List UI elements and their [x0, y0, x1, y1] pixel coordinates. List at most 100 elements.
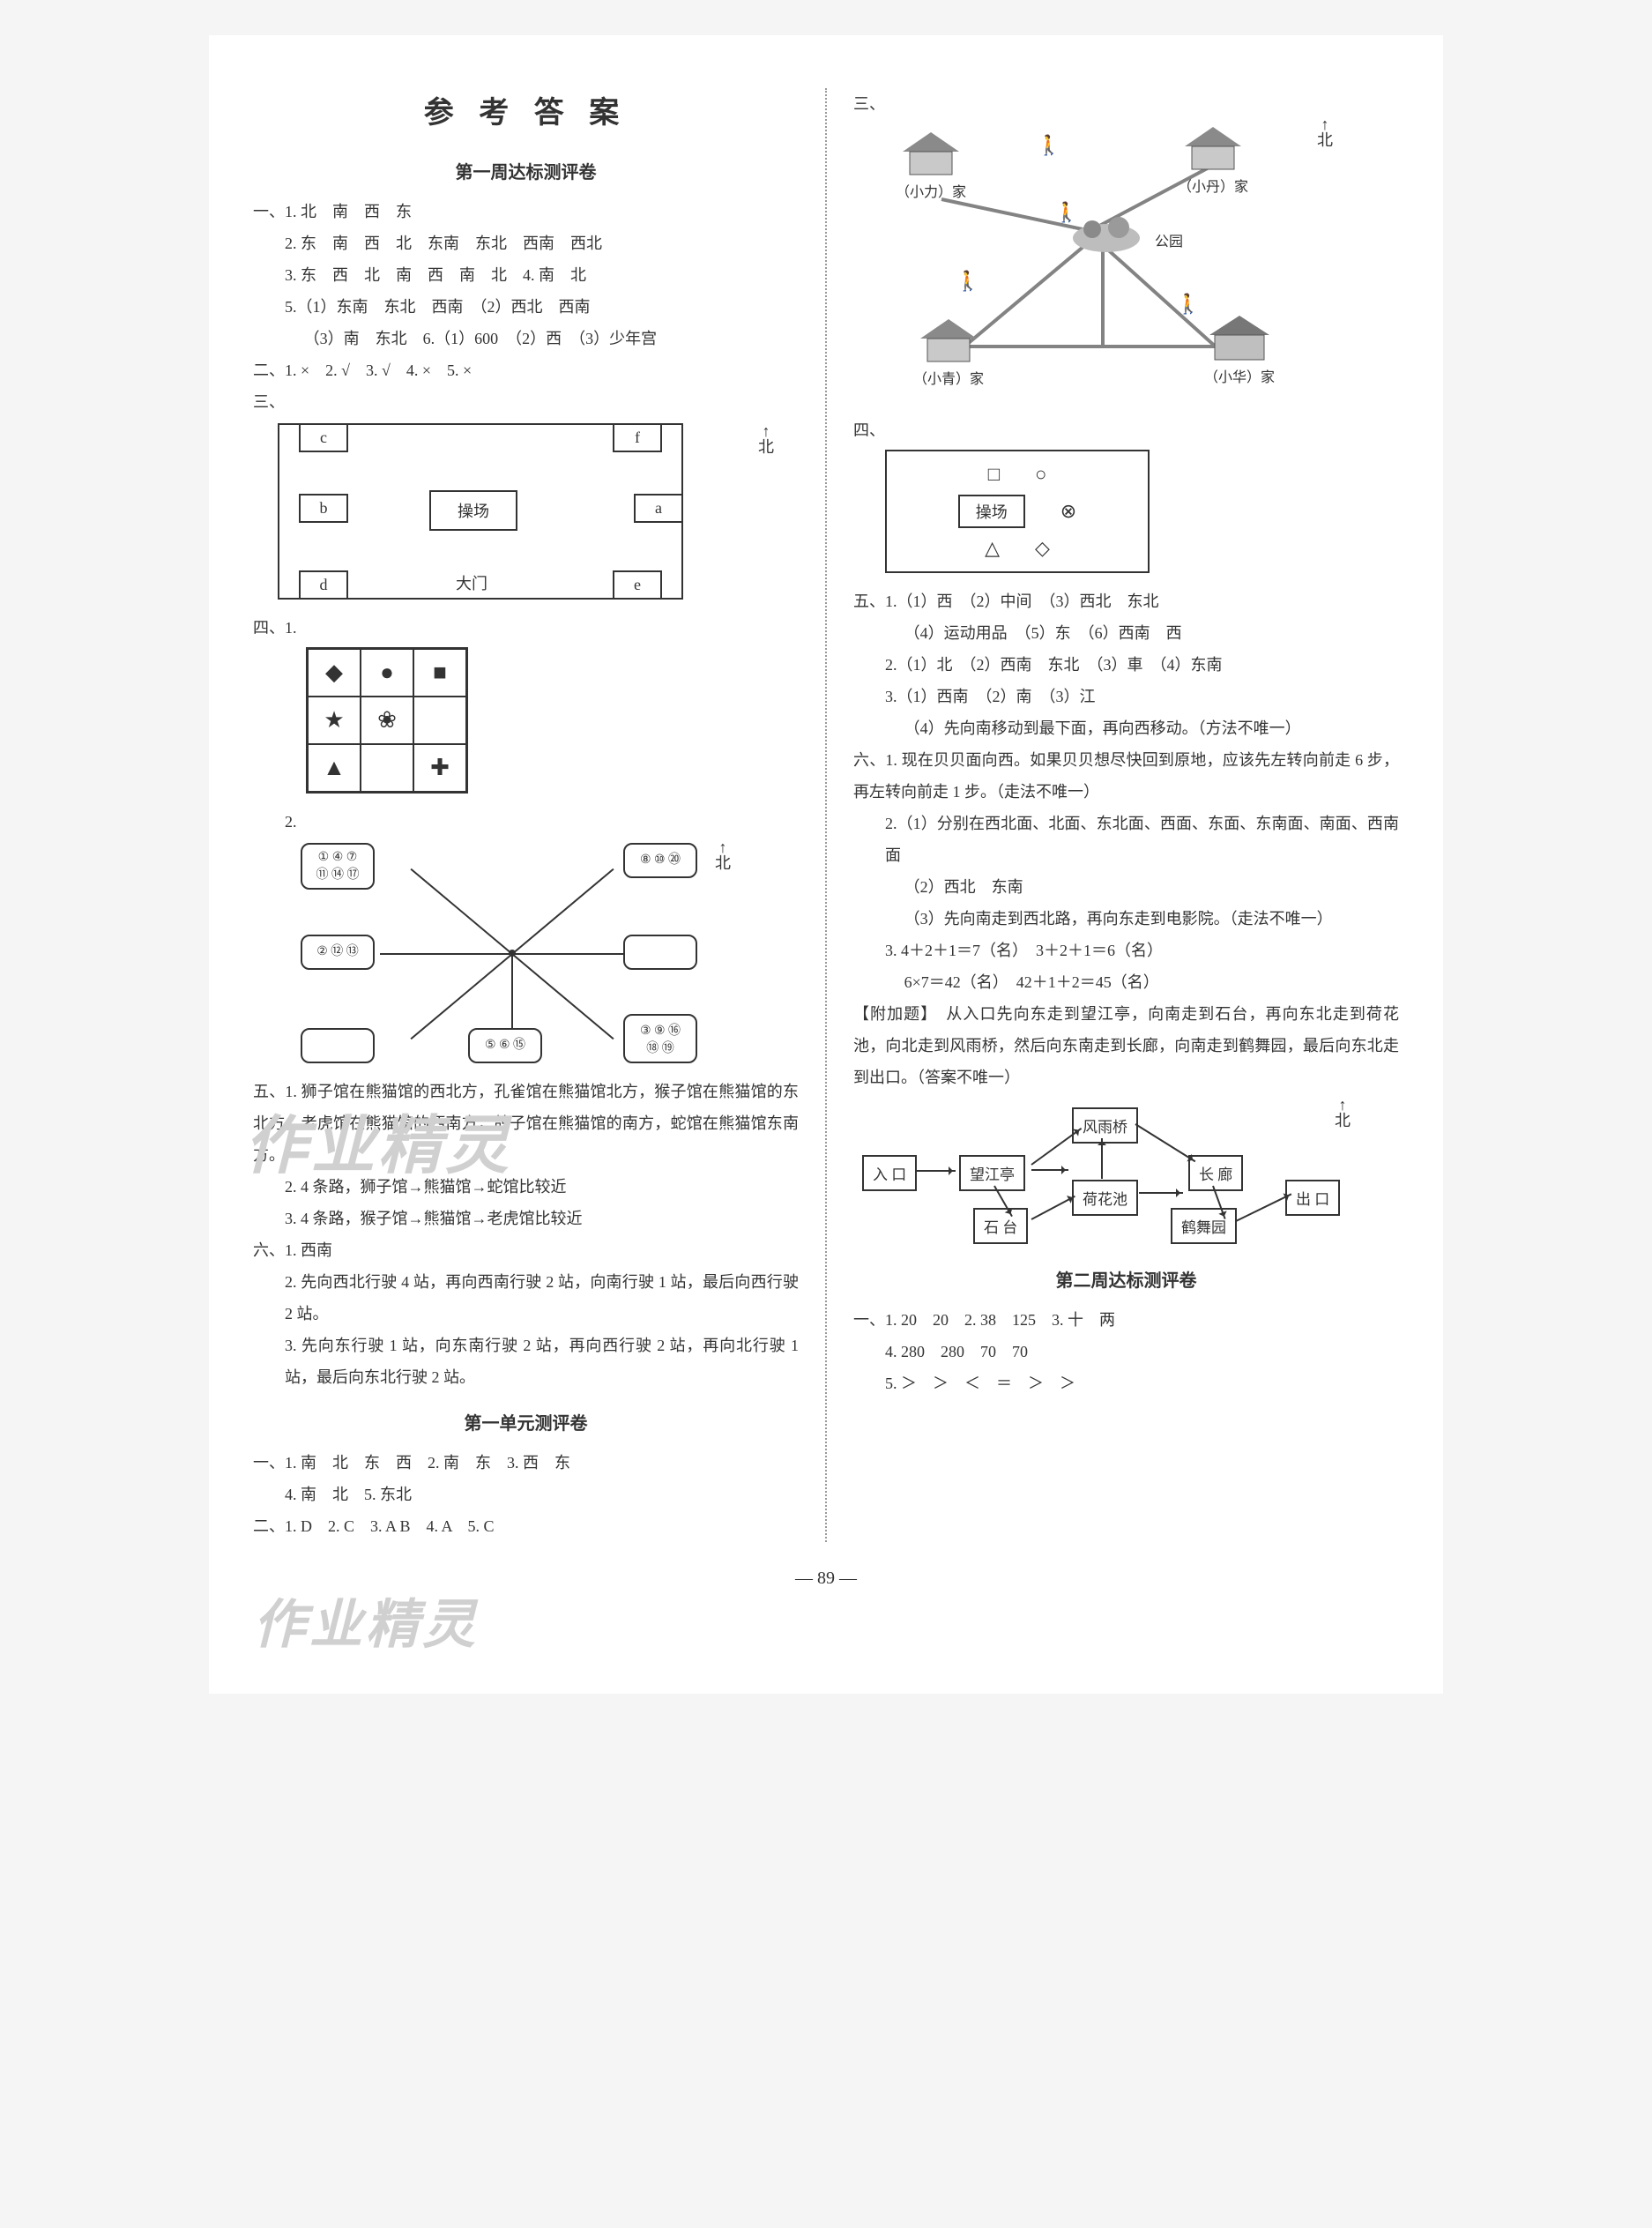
flow-arrow: [1236, 1193, 1292, 1221]
grid-cell: ●: [361, 649, 413, 697]
house-map: ↑ 北 （小力）家 🚶 （小丹）家 🚶: [878, 120, 1336, 402]
r-6-1: 六、1. 现在贝贝面向西。如果贝贝想尽快回到原地，应该先左转向前走 6 步，再左…: [853, 744, 1399, 808]
subtitle-unit1: 第一单元测评卷: [253, 1409, 799, 1434]
grid-cell: ❀: [361, 697, 413, 744]
star-line: [511, 953, 614, 1039]
north-indicator-1: ↑ 北: [689, 423, 843, 455]
ans-2: 二、1. × 2. √ 3. √ 4. × 5. ×: [253, 354, 799, 386]
section-4-2-label: 2.: [253, 806, 799, 838]
house-label: （小青）家: [913, 372, 984, 387]
r-5-2: 2.（1）北 （2）西南 东北 （3）車 （4）东南: [853, 649, 1399, 681]
north-arrow-icon: ↑: [763, 423, 770, 439]
box-f: f: [613, 423, 662, 452]
north-text-2: 北: [715, 855, 731, 871]
u1-2: 二、1. D 2. C 3. A B 4. A 5. C: [253, 1510, 799, 1542]
north-indicator-3: ↑ 北: [1317, 116, 1333, 148]
north-indicator-2: ↑ 北: [715, 839, 731, 871]
ans-5-3: 3. 4 条路，猴子馆→熊猫馆→老虎馆比较近: [253, 1203, 799, 1234]
box-a: a: [634, 494, 683, 523]
park-icon: [1070, 212, 1142, 254]
w2-1b: 4. 280 280 70 70: [853, 1336, 1399, 1367]
r-section-3-label: 三、: [853, 88, 1399, 120]
grid-cell: [361, 744, 413, 792]
r-5-3b: （4）先向南移动到最下面，再向西移动。（方法不唯一）: [853, 712, 1399, 744]
house-label: （小力）家: [896, 185, 966, 200]
subtitle-week1: 第一周达标测评卷: [253, 158, 799, 183]
caochang-center: 操场: [958, 495, 1025, 528]
park-label: 公园: [1155, 229, 1183, 250]
main-title: 参 考 答 案: [253, 88, 799, 131]
grid-cell: ★: [308, 697, 361, 744]
grid-cell: ▲: [308, 744, 361, 792]
playground-center: 操场: [429, 490, 517, 531]
grid-cell: ◆: [308, 649, 361, 697]
flow-arrow: [1031, 1169, 1068, 1171]
star-box-sw: [301, 1028, 375, 1063]
flowchart: ↑ 北 入 口 望江亭 风雨桥 长 廊 石 台 荷花池 鹤舞园 出 口: [862, 1100, 1356, 1250]
grid-cell: ■: [413, 649, 466, 697]
flow-arrow: [1139, 1192, 1183, 1194]
r-section-4-label: 四、: [853, 414, 1399, 446]
ans-5-1: 五、1. 狮子馆在熊猫馆的西北方，孔雀馆在熊猫馆北方，猴子馆在熊猫馆的东北方，老…: [253, 1076, 799, 1171]
flow-arrow: [1135, 1123, 1195, 1162]
star-box-e: [623, 935, 697, 970]
ans-1-2: 2. 东 南 西 北 东南 东北 西南 西北: [253, 227, 799, 259]
house-park: 公园: [1070, 212, 1142, 256]
star-line: [410, 953, 512, 1039]
flow-arrow: [1101, 1138, 1103, 1179]
flow-arrow: [917, 1170, 956, 1172]
house-label: （小华）家: [1204, 370, 1275, 385]
north-text-4: 北: [1335, 1113, 1351, 1129]
house-icon: [1181, 123, 1245, 173]
north-indicator-4: ↑ 北: [1335, 1097, 1351, 1129]
star-box-ne: ⑧ ⑩ ⑳: [623, 843, 697, 878]
gate-label: 大门: [456, 571, 487, 594]
house-icon: [1206, 312, 1273, 363]
diamond-icon: ◇: [1035, 537, 1050, 560]
north-arrow-icon: ↑: [1339, 1097, 1347, 1113]
star-box-se: ③ ⑨ ⑯ ⑱ ⑲: [623, 1014, 697, 1063]
star-line: [380, 953, 512, 955]
star-line: [410, 868, 512, 955]
house-xq: （小青）家: [913, 316, 984, 388]
box-b: b: [299, 494, 348, 523]
r-6-3: 3. 4＋2＋1＝7（名） 3＋2＋1＝6（名）: [853, 935, 1399, 966]
star-box-s: ⑤ ⑥ ⑮: [468, 1028, 542, 1063]
node-st: 石 台: [973, 1208, 1028, 1244]
crossed-circle-icon: ⊗: [1060, 500, 1076, 523]
u1-1: 一、1. 南 北 东 西 2. 南 东 3. 西 东: [253, 1447, 799, 1479]
circle-icon: ○: [1035, 463, 1046, 486]
ans-1-5b: （3）南 东北 6.（1）600 （2）西 （3）少年宫: [253, 323, 799, 354]
flow-arrow: [1031, 1196, 1075, 1220]
flow-arrow: [1031, 1128, 1082, 1166]
house-label: （小丹）家: [1178, 180, 1248, 195]
star-box-nw: ① ④ ⑦ ⑪ ⑭ ⑰: [301, 843, 375, 890]
watermark-2: 作业精灵: [253, 1596, 479, 1654]
r-5-1: 五、1.（1）西 （2）中间 （3）西北 东北: [853, 585, 1399, 617]
section-3-label: 三、: [253, 386, 799, 418]
person-icon: 🚶: [1037, 134, 1060, 157]
box-c: c: [299, 423, 348, 452]
north-arrow-icon: ↑: [1321, 116, 1329, 132]
person-icon: 🚶: [1176, 293, 1200, 316]
map-line: [964, 345, 1238, 348]
house-xh: （小华）家: [1204, 312, 1275, 386]
person-icon: 🚶: [956, 270, 979, 293]
box-e: e: [613, 570, 662, 600]
ans-6-3: 3. 先向东行驶 1 站，向东南行驶 2 站，再向西行驶 2 站，再向北行驶 1…: [253, 1330, 799, 1393]
ans-1-5: 5.（1）东南 东北 西南 （2）西北 西南: [253, 291, 799, 323]
r-6-3b: 6×7＝42（名） 42＋1＋2＝45（名）: [853, 966, 1399, 998]
r-6-2b: （2）西北 东南: [853, 871, 1399, 903]
grid-cell: [413, 697, 466, 744]
w2-1c: 5. ＞ ＞ ＜ ＝ ＞ ＞: [853, 1367, 1399, 1399]
section-4-1-label: 四、1.: [253, 612, 799, 644]
node-hhc: 荷花池: [1072, 1180, 1138, 1216]
playground-diagram: c f b a d e 操场 大门: [278, 423, 683, 600]
ans-6-2: 2. 先向西北行驶 4 站，再向西南行驶 2 站，向南行驶 1 站，最后向西行驶…: [253, 1266, 799, 1330]
star-diagram: ↑ 北 ① ④ ⑦ ⑪ ⑭ ⑰ ⑧ ⑩ ⑳ ② ⑫ ⑬ ⑤ ⑥ ⑮ ③ ⑨ ⑯ …: [292, 843, 733, 1063]
star-box-w: ② ⑫ ⑬: [301, 935, 375, 970]
ans-1-3: 3. 东 西 北 南 西 南 北 4. 南 北: [253, 259, 799, 291]
triangle-icon: △: [985, 537, 1000, 560]
north-text-3: 北: [1317, 132, 1333, 148]
house-icon: [899, 129, 963, 178]
